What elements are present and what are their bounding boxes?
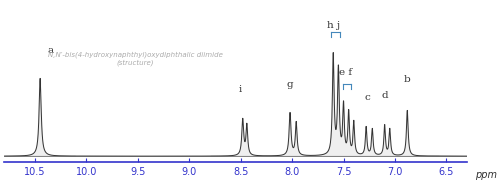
Text: c: c xyxy=(364,93,370,102)
Text: ppm: ppm xyxy=(475,170,497,180)
Text: i: i xyxy=(239,85,242,94)
Text: g: g xyxy=(286,80,294,89)
Text: b: b xyxy=(404,75,410,84)
Text: h j: h j xyxy=(326,21,340,30)
Text: d: d xyxy=(382,91,388,100)
Text: e f: e f xyxy=(339,68,352,77)
Text: a: a xyxy=(48,46,54,55)
Text: N,N′-bis(4-hydroxynaphthyl)oxydiphthalic diimide
(structure): N,N′-bis(4-hydroxynaphthyl)oxydiphthalic… xyxy=(48,51,222,66)
